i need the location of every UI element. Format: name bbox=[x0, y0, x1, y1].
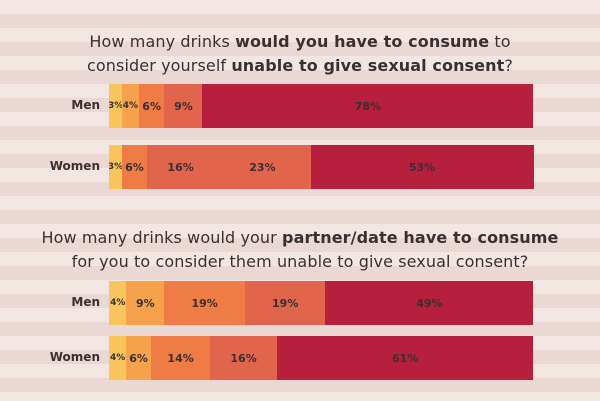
bar-segment: 4% bbox=[109, 336, 127, 380]
data-label: 16% bbox=[230, 351, 257, 365]
bar-segment: 53% bbox=[310, 145, 534, 189]
data-label: 19% bbox=[272, 296, 299, 310]
title-segment: partner/date have to consume bbox=[282, 228, 559, 247]
bar-segment: 6% bbox=[138, 84, 165, 128]
bar-segment: 61% bbox=[276, 336, 534, 380]
data-label: 23% bbox=[249, 160, 276, 174]
bar-segment: 16% bbox=[209, 336, 278, 380]
row-label-men: Men bbox=[71, 98, 100, 112]
data-label: 16% bbox=[167, 160, 194, 174]
chart-1-title: How many drinks would you have to consum… bbox=[0, 30, 600, 78]
title-segment: How many drinks bbox=[89, 32, 236, 51]
title-segment: How many drinks would your bbox=[41, 228, 283, 247]
chart-2-title: How many drinks would your partner/date … bbox=[0, 226, 600, 274]
title-segment: ? bbox=[504, 56, 513, 75]
data-label: 3% bbox=[109, 101, 122, 111]
title-segment: to bbox=[489, 32, 511, 51]
data-label: 14% bbox=[167, 351, 194, 365]
data-label: 4% bbox=[110, 353, 126, 363]
data-label: 9% bbox=[135, 296, 155, 310]
title-segment: consider yourself bbox=[87, 56, 232, 75]
bar-segment: 16% bbox=[146, 145, 215, 189]
data-label: 6% bbox=[129, 351, 148, 365]
title-segment: would you have to consume bbox=[235, 32, 490, 51]
bar-segment: 78% bbox=[202, 84, 534, 128]
bar-segment: 9% bbox=[164, 84, 203, 128]
bar-segment: 14% bbox=[150, 336, 211, 380]
data-label: 61% bbox=[392, 351, 419, 365]
data-label: 6% bbox=[125, 160, 144, 174]
row-label-women: Women bbox=[49, 350, 100, 364]
title-segment: unable to give sexual consent bbox=[231, 56, 505, 75]
data-label: 53% bbox=[408, 160, 436, 174]
bar-segment: 6% bbox=[121, 145, 148, 189]
bar-segment: 4% bbox=[109, 281, 127, 325]
title-segment: for you to consider them unable to give … bbox=[71, 252, 529, 271]
bar-segment: 9% bbox=[125, 281, 165, 325]
bar-segment: 3% bbox=[109, 145, 123, 189]
data-label: 4% bbox=[110, 298, 126, 308]
bar-segment: 23% bbox=[213, 145, 311, 189]
bar-segment: 3% bbox=[109, 84, 123, 128]
data-label: 3% bbox=[109, 162, 122, 172]
data-label: 19% bbox=[191, 296, 218, 310]
bar-segment: 49% bbox=[325, 281, 534, 325]
data-label: 4% bbox=[122, 101, 139, 111]
data-label: 6% bbox=[142, 99, 161, 113]
bar-segment: 4% bbox=[121, 84, 140, 128]
data-label: 78% bbox=[354, 99, 382, 113]
data-label: 49% bbox=[416, 296, 443, 310]
bar-segment: 19% bbox=[164, 281, 246, 325]
row-label-men: Men bbox=[71, 295, 100, 309]
bar-segment: 19% bbox=[244, 281, 326, 325]
row-label-women: Women bbox=[49, 159, 100, 173]
data-label: 9% bbox=[174, 99, 193, 113]
bar-segment: 6% bbox=[125, 336, 152, 380]
